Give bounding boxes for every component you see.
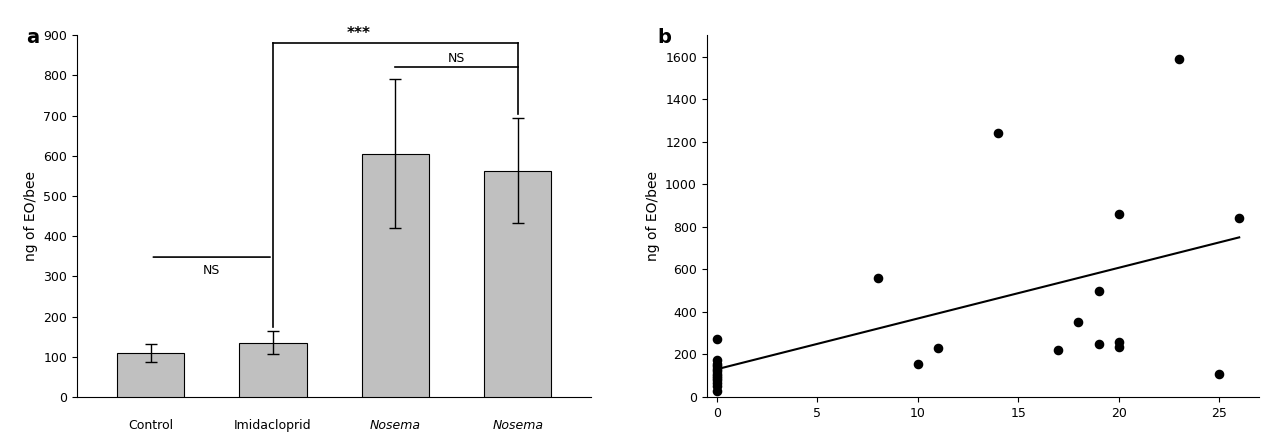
Point	[707, 360, 727, 367]
Point	[707, 372, 727, 379]
Bar	[117, 353, 184, 397]
Point	[988, 130, 1009, 137]
Point	[1228, 215, 1249, 222]
Text: b: b	[657, 28, 671, 47]
Point	[1209, 370, 1230, 377]
Point	[907, 360, 928, 367]
Bar	[361, 154, 429, 397]
Point	[707, 383, 727, 390]
Text: Nosema: Nosema	[370, 419, 420, 432]
Point	[707, 376, 727, 383]
Text: NS: NS	[447, 52, 465, 65]
Point	[1109, 338, 1130, 345]
Point	[707, 370, 727, 377]
Point	[707, 356, 727, 363]
Text: Control: Control	[128, 419, 173, 432]
Text: ***: ***	[347, 26, 370, 41]
Point	[1109, 210, 1130, 217]
Point	[1088, 340, 1109, 347]
Point	[1168, 55, 1189, 62]
Point	[707, 380, 727, 387]
Point	[928, 344, 948, 351]
Point	[707, 368, 727, 375]
Point	[707, 336, 727, 343]
Y-axis label: ng of EO/bee: ng of EO/bee	[645, 171, 659, 261]
Point	[1049, 347, 1069, 354]
Text: Nosema: Nosema	[492, 419, 544, 432]
Point	[1088, 287, 1109, 294]
Y-axis label: ng of EO/bee: ng of EO/bee	[24, 171, 37, 261]
Text: a: a	[26, 28, 39, 47]
Point	[867, 274, 888, 281]
Point	[707, 363, 727, 370]
Bar	[484, 171, 551, 397]
Point	[707, 387, 727, 394]
Text: NS: NS	[203, 264, 221, 277]
Point	[707, 374, 727, 381]
Point	[1068, 319, 1088, 326]
Bar	[239, 343, 307, 397]
Point	[1109, 344, 1130, 351]
Point	[707, 366, 727, 373]
Text: Imidacloprid: Imidacloprid	[234, 419, 312, 432]
